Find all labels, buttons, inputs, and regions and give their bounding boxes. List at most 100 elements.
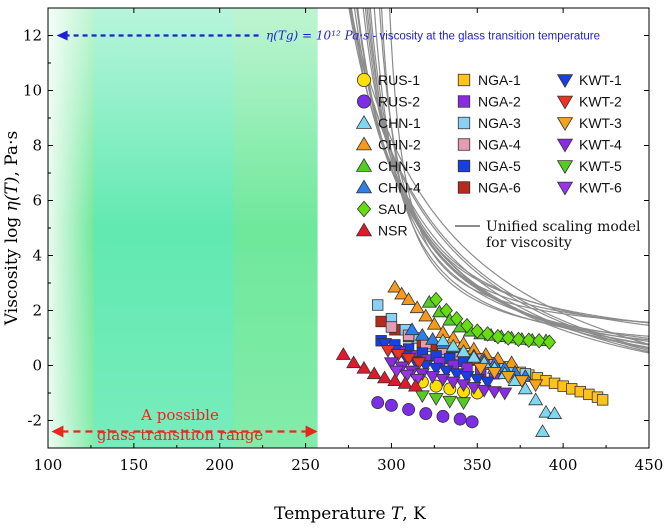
legend-item-nga-4: NGA-4	[457, 137, 521, 153]
legend-label-kwt-5: KWT-5	[579, 158, 622, 174]
x-tick-label-200: 200	[205, 456, 234, 474]
axes: 100 150 200 250 300 350 400 450 -2 0 2 4 6 8 10 12	[23, 7, 663, 474]
point-kwt-4-12	[497, 387, 513, 401]
legend-marker-chn-2	[355, 136, 373, 151]
legend-label-nsr: NSR	[378, 223, 408, 239]
point-kwt-2-4	[411, 357, 427, 371]
y-tick-label--2: -2	[27, 412, 42, 430]
series-kwt-2	[380, 345, 427, 371]
point-chn-1-2	[445, 338, 461, 352]
point-nsr-4	[366, 366, 382, 380]
point-kwt-3-4	[514, 375, 530, 389]
point-nsr-2	[346, 355, 362, 369]
legend-marker-nga-6	[457, 181, 471, 194]
point-kwt-3-5	[528, 379, 544, 393]
point-rus-2-7	[465, 415, 479, 429]
point-nga-4-1	[385, 321, 398, 333]
glass-transition-region	[48, 8, 318, 448]
point-rus-2-1	[371, 396, 385, 410]
glass-range-annotation: A possible glass transition range	[51, 406, 318, 444]
y-tick-label-4: 4	[32, 247, 42, 265]
point-kwt-6-3	[409, 373, 425, 387]
x-tick-label-250: 250	[291, 456, 320, 474]
point-chn-2-6	[426, 316, 442, 330]
y-tick-label-6: 6	[32, 192, 42, 210]
point-chn-1-4	[466, 349, 482, 363]
point-rus-2-5	[436, 409, 450, 423]
y-tick-label-12: 12	[23, 27, 42, 45]
point-chn-4-2	[414, 327, 430, 341]
point-sau-1	[429, 291, 443, 308]
legend-label-nga-5: NGA-5	[478, 158, 521, 174]
legend-item-rus-2: RUS-2	[356, 94, 420, 110]
glass-range-label-line2: glass transition range	[97, 426, 263, 444]
data-points	[335, 279, 609, 437]
legend-marker-rus-2	[356, 94, 371, 109]
legend-item-kwt-4: KWT-4	[556, 137, 622, 153]
point-kwt-2-1	[380, 345, 396, 358]
x-tick-label-100: 100	[34, 456, 63, 474]
glass-range-arrow-left	[51, 425, 64, 438]
legend-item-kwt-5: KWT-5	[556, 158, 622, 174]
legend-label-nga-1: NGA-1	[478, 72, 521, 88]
legend-item-nga-6: NGA-6	[457, 180, 521, 196]
point-nsr-5	[377, 370, 393, 384]
legend-marker-nga-4	[457, 138, 471, 151]
y-tick-label-0: 0	[32, 357, 42, 375]
y-axis-title: Viscosity log η(T), Pa·s	[2, 131, 22, 326]
legend-label-rus-2: RUS-2	[378, 94, 420, 110]
point-sau-6	[481, 326, 495, 342]
point-chn-1-11	[538, 404, 554, 418]
y-tick-label-8: 8	[32, 137, 42, 155]
point-sau-10	[522, 332, 536, 348]
point-chn-1-9	[517, 381, 533, 395]
legend-label-sau: SAU	[378, 201, 407, 217]
legend-marker-nga-2	[457, 95, 471, 108]
point-chn-2-5	[418, 308, 434, 322]
legend-model-label-1: Unified scaling model	[486, 219, 641, 235]
legend-marker-chn-1	[355, 115, 373, 129]
legend-label-kwt-2: KWT-2	[579, 94, 622, 110]
model-curves	[348, 8, 649, 354]
point-chn-1-12	[547, 406, 563, 419]
point-kwt-4-11	[486, 386, 502, 400]
point-kwt-4-1	[383, 357, 399, 371]
point-sau-9	[511, 331, 526, 348]
point-nga-1-16	[596, 394, 609, 406]
legend-item-kwt-1: KWT-1	[556, 72, 622, 88]
point-kwt-1-11	[480, 376, 496, 390]
legend-marker-kwt-3	[556, 117, 574, 131]
point-nsr-1	[335, 347, 351, 360]
legend-marker-nga-5	[457, 159, 471, 173]
series-nsr	[335, 347, 423, 392]
legend-marker-nsr	[355, 222, 373, 237]
legend-item-chn-4: CHN-4	[355, 180, 421, 196]
point-kwt-4-10	[476, 384, 492, 398]
point-chn-1-10	[528, 392, 544, 406]
point-rus-2-4	[419, 407, 433, 421]
legend-item-kwt-2: KWT-2	[556, 94, 622, 110]
x-axis-title: Temperature T, K	[274, 504, 426, 524]
y-tick-label-2: 2	[32, 302, 42, 320]
point-rus-2-3	[402, 403, 416, 416]
point-chn-2-13	[504, 355, 520, 369]
point-nsr-3	[356, 360, 372, 374]
legend-item-chn-2: CHN-2	[355, 136, 421, 153]
legend-marker-kwt-2	[556, 95, 574, 110]
point-sau-2	[439, 302, 453, 319]
legend-item-chn-3: CHN-3	[355, 158, 421, 174]
point-nsr-7	[397, 375, 413, 389]
legend-marker-kwt-6	[556, 181, 574, 196]
legend-marker-kwt-5	[556, 160, 574, 174]
point-chn-1-13	[535, 424, 551, 437]
point-kwt-3-1	[473, 362, 489, 376]
legend-item-kwt-3: KWT-3	[556, 115, 622, 131]
point-kwt-5-4	[456, 397, 472, 411]
point-kwt-5-2	[428, 393, 444, 406]
point-kwt-3-3	[500, 371, 516, 384]
x-tick-label-150: 150	[120, 456, 149, 474]
legend-model-label-2: for viscosity	[486, 235, 572, 251]
legend-marker-chn-3	[355, 158, 373, 172]
